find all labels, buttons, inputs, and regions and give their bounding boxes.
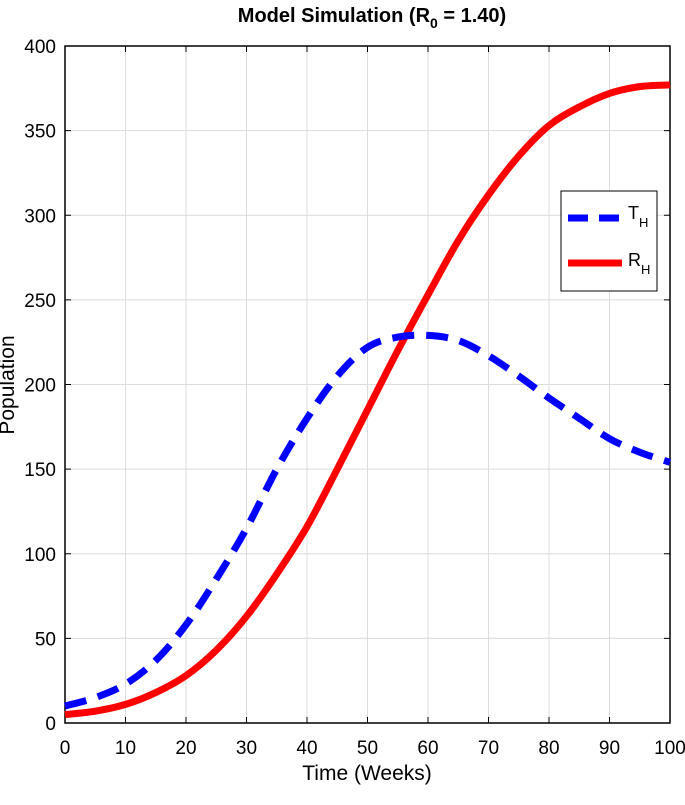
x-tick-label: 50: [357, 738, 378, 759]
x-axis-label: Time (Weeks): [302, 762, 432, 785]
y-tick-label: 0: [45, 714, 56, 735]
y-tick-label: 150: [24, 460, 56, 481]
series-line-th: [64, 331, 672, 710]
series-line-rh: [64, 81, 671, 719]
legend-label-rh: RH: [628, 250, 650, 277]
y-axis-label: Population: [0, 335, 19, 434]
x-tick-label: 40: [296, 738, 317, 759]
grid-lines: [65, 46, 670, 723]
y-tick-label: 300: [24, 206, 56, 227]
y-tick-label: 50: [35, 629, 56, 650]
x-tick-label: 60: [417, 738, 438, 759]
x-tick-label: 80: [538, 738, 559, 759]
legend: TH RH: [560, 190, 658, 292]
x-tick-label: 10: [115, 738, 136, 759]
x-ticks: 0 10 20 30 40 50 60 70 80 90 100: [60, 46, 685, 759]
y-tick-label: 400: [24, 37, 56, 58]
x-tick-label: 30: [236, 738, 257, 759]
legend-box: [560, 190, 658, 292]
x-tick-label: 0: [60, 738, 71, 759]
legend-label-th: TH: [628, 203, 648, 230]
series-lines: [64, 81, 672, 719]
x-tick-label: 20: [175, 738, 196, 759]
x-tick-label: 90: [599, 738, 620, 759]
x-tick-label: 100: [654, 738, 685, 759]
y-ticks: 0 50 100 150 200 250 300 350 400: [24, 37, 670, 735]
y-tick-label: 100: [24, 545, 56, 566]
chart-title: Model Simulation (R0 = 1.40): [238, 5, 506, 31]
x-tick-label: 70: [478, 738, 499, 759]
y-tick-label: 350: [24, 122, 56, 143]
y-tick-label: 250: [24, 291, 56, 312]
y-tick-label: 200: [24, 376, 56, 397]
